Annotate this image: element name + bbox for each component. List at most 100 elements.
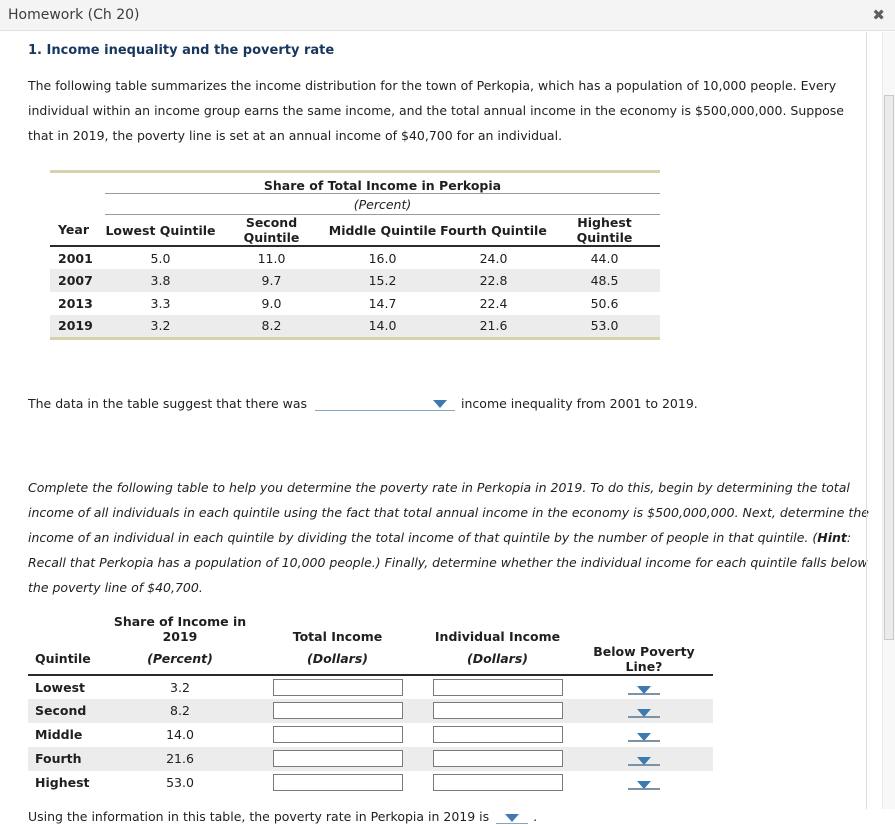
below-poverty-dropdown[interactable] [628,777,660,790]
below-poverty-dropdown[interactable] [628,682,660,695]
quintile-label: Second [35,703,87,718]
below-poverty-dropdown[interactable] [628,729,660,742]
group-share-header: Share of Income in 2019 [113,613,247,644]
quintile-label: Lowest [35,679,85,695]
share-value: 8.2 [170,703,190,718]
dropdown-arrow-icon [433,399,448,408]
question-text-before: Using the information in this table, the… [28,808,490,824]
value-cell: 48.5 [590,273,619,288]
total-income-input[interactable] [272,702,403,719]
value-cell: 14.7 [368,296,397,311]
value-cell: 8.2 [261,318,282,334]
table-row: Middle 14.0 [28,723,713,747]
scrollbar[interactable] [882,32,895,809]
individual-income-input[interactable] [432,750,563,767]
dropdown-arrow-icon [505,813,520,822]
window-titlebar: Homework (Ch 20) ✖ [0,0,895,31]
instructions-text: : Recall that Perkopia has a population … [28,529,868,595]
inequality-question: The data in the table suggest that there… [28,396,865,411]
total-income-input[interactable] [272,726,403,743]
value-cell: 9.7 [261,273,282,288]
table-row: Lowest 3.2 [28,675,713,699]
table-row: 2013 3.3 9.0 14.7 22.4 50.6 [50,292,660,315]
unit-dollars-total: (Dollars) [255,643,420,676]
value-cell: 22.8 [479,273,508,288]
value-cell: 5.0 [150,250,171,266]
table-row: Second 8.2 [28,698,713,723]
value-cell: 3.8 [150,273,171,288]
individual-income-input[interactable] [432,678,563,696]
question-text-after: income inequality from 2001 to 2019. [461,395,698,411]
table1-title: Share of Total Income in Perkopia [105,171,660,194]
quintile-label: Highest [35,775,90,790]
share-value: 21.6 [166,751,194,766]
value-cell: 15.2 [368,273,397,288]
table-row: 2019 3.2 8.2 14.0 21.6 53.0 [50,315,660,338]
table1-subtitle: (Percent) [105,193,660,215]
col-middle-quintile: Middle Quintile [327,214,438,247]
below-poverty-dropdown[interactable] [628,705,660,718]
col-quintile: Quintile [28,643,105,676]
value-cell: 14.0 [368,318,397,334]
close-icon[interactable]: ✖ [872,5,885,24]
value-cell: 3.2 [150,318,171,334]
value-cell: 24.0 [479,250,508,266]
share-value: 53.0 [166,775,194,790]
instructions-text: Complete the following table to help you… [28,479,869,545]
individual-income-input[interactable] [432,774,563,791]
value-cell: 9.0 [261,296,282,311]
poverty-table: Share of Income in 2019 Total Income Ind… [28,614,713,795]
col-lowest-quintile: Lowest Quintile [105,214,216,247]
poverty-rate-dropdown[interactable] [496,810,529,824]
dropdown-arrow-icon [637,781,651,789]
inequality-dropdown[interactable] [315,396,456,411]
value-cell: 21.6 [479,318,508,334]
value-cell: 16.0 [368,250,397,266]
unit-percent: (Percent) [105,643,255,676]
year-cell: 2007 [58,273,93,288]
value-cell: 53.0 [590,318,619,334]
content-area: 1. Income inequality and the poverty rat… [0,31,895,824]
col-fourth-quintile: Fourth Quintile [438,214,549,247]
table-row: Fourth 21.6 [28,746,713,771]
poverty-rate-question: Using the information in this table, the… [28,809,865,824]
total-income-input[interactable] [272,750,403,767]
hint-label: Hint [817,529,847,545]
unit-dollars-individual: (Dollars) [420,643,575,676]
instructions-paragraph: Complete the following table to help you… [28,475,873,600]
dropdown-arrow-icon [637,709,651,717]
individual-income-input[interactable] [432,702,563,719]
value-cell: 50.6 [590,296,619,311]
col-below-poverty-line: Below Poverty Line? [575,643,713,676]
table-row: Highest 53.0 [28,771,713,795]
value-cell: 3.3 [150,296,171,311]
share-value: 3.2 [170,679,190,695]
total-income-input[interactable] [272,678,403,696]
year-cell: 2019 [58,318,93,334]
value-cell: 11.0 [257,250,286,266]
col-highest-quintile: Highest Quintile [549,214,660,247]
value-cell: 22.4 [479,296,508,311]
year-cell: 2013 [58,296,93,311]
dropdown-arrow-icon [637,685,651,694]
col-year: Year [50,214,105,247]
window-title: Homework (Ch 20) [8,7,140,23]
quintile-label: Middle [35,727,83,742]
table-row: 2001 5.0 11.0 16.0 24.0 44.0 [50,246,660,269]
question-text-before: The data in the table suggest that there… [28,395,308,411]
scrollbar-thumb[interactable] [884,95,894,640]
table-row: 2007 3.8 9.7 15.2 22.8 48.5 [50,269,660,292]
content-divider [866,32,867,809]
question-text-after: . [533,808,538,824]
share-value: 14.0 [166,727,194,742]
total-income-input[interactable] [272,774,403,791]
dropdown-arrow-icon [637,733,651,741]
individual-income-input[interactable] [432,726,563,743]
dropdown-arrow-icon [637,757,651,765]
income-share-table: Share of Total Income in Perkopia (Perce… [50,170,660,340]
value-cell: 44.0 [590,250,619,266]
quintile-label: Fourth [35,751,82,766]
group-total-income-header: Total Income [292,628,383,644]
page-title: 1. Income inequality and the poverty rat… [28,43,335,58]
below-poverty-dropdown[interactable] [628,753,660,766]
